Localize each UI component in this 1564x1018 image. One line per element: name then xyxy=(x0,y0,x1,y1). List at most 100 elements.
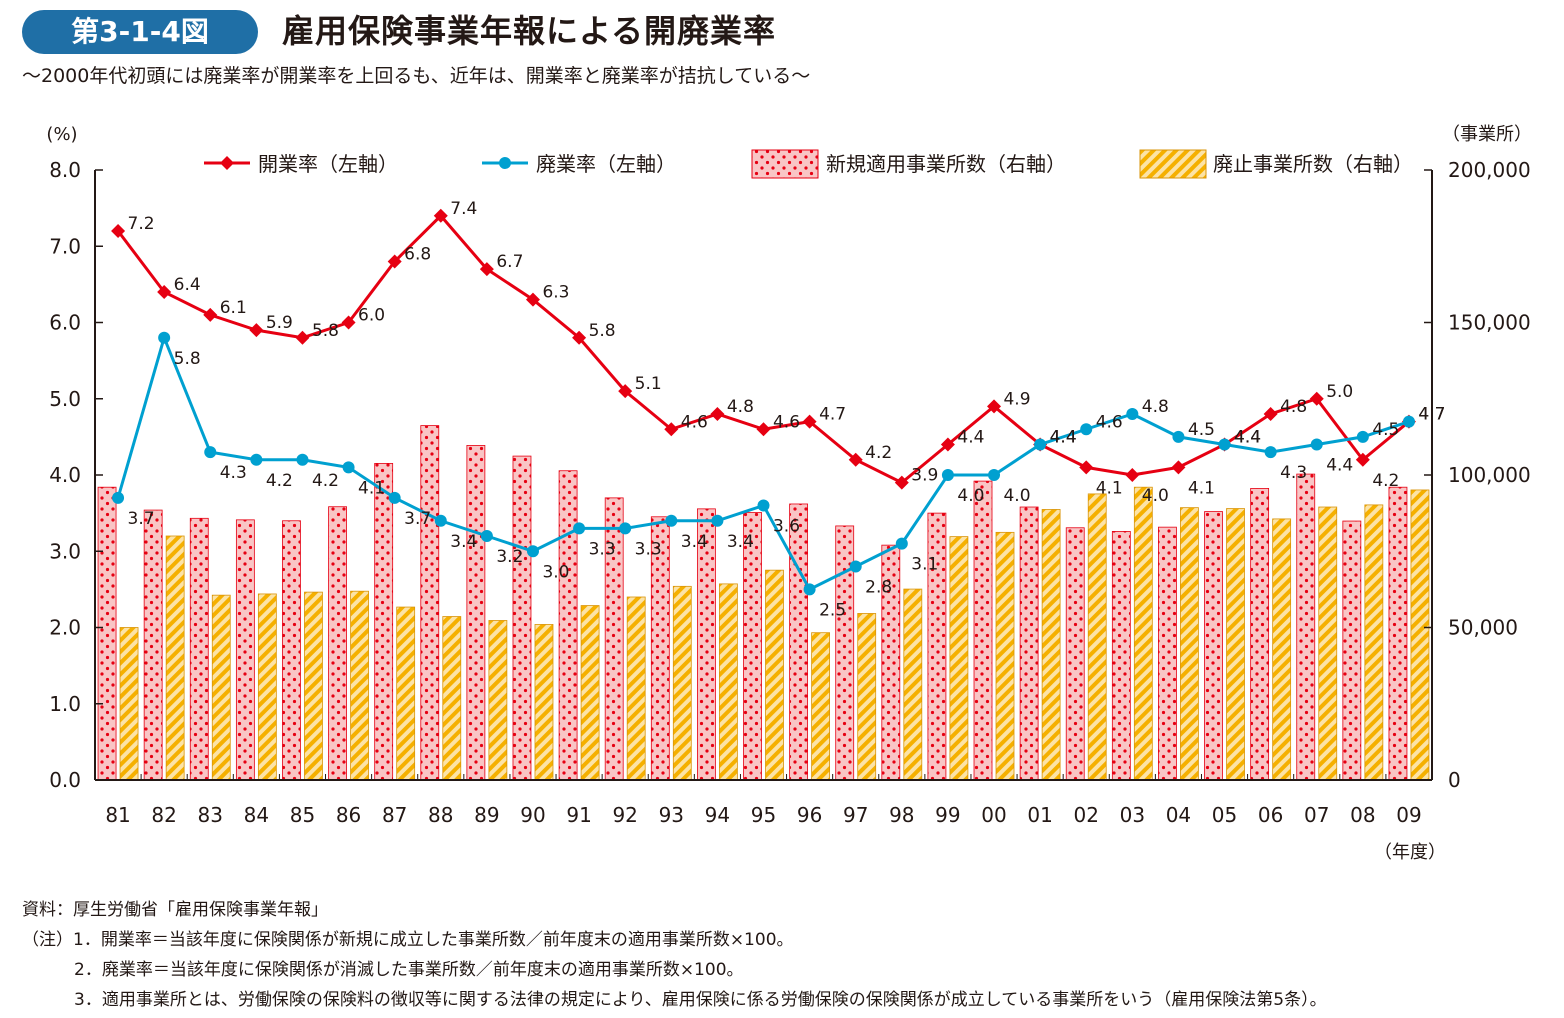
label-opening-rate: 4.1 xyxy=(1188,478,1215,498)
marker-opening-rate xyxy=(479,262,494,277)
bar-new-establishments xyxy=(1388,486,1408,781)
label-opening-rate: 6.1 xyxy=(220,298,247,318)
label-closure-rate: 3.3 xyxy=(589,539,616,559)
marker-closure-rate xyxy=(1080,423,1093,436)
marker-opening-rate xyxy=(157,285,172,299)
bar-new-establishments xyxy=(97,486,117,781)
bar-closed-establishments xyxy=(396,606,416,781)
bar-closed-establishments xyxy=(718,583,738,781)
y-left-tick-label: 7.0 xyxy=(49,234,81,258)
bar-closed-establishments xyxy=(165,535,185,781)
label-opening-rate: 6.0 xyxy=(358,306,385,326)
bar-closed-establishments xyxy=(1180,507,1199,781)
bar-closed-establishments xyxy=(580,605,600,781)
label-opening-rate: 6.7 xyxy=(496,252,523,272)
bar-closed-establishments xyxy=(626,596,646,781)
legend-swatch-closed-establishments xyxy=(1139,149,1207,179)
bar-closed-establishments xyxy=(442,616,462,781)
marker-opening-rate xyxy=(572,330,587,345)
marker-closure-rate xyxy=(665,514,678,527)
marker-closure-rate xyxy=(204,446,217,459)
label-opening-rate: 4.4 xyxy=(957,428,984,448)
label-opening-rate: 4.4 xyxy=(1050,428,1077,448)
x-tick-label: 09 xyxy=(1396,803,1421,827)
label-closure-rate: 3.2 xyxy=(496,547,523,567)
label-closure-rate: 5.8 xyxy=(174,349,201,369)
marker-closure-rate xyxy=(296,453,309,466)
note-1: （注）1．開業率＝当該年度に保険関係が新規に成立した事業所数／前年度末の適用事業… xyxy=(22,930,794,950)
bar-closed-establishments xyxy=(534,624,554,781)
y-left-tick-label: 8.0 xyxy=(49,158,81,182)
marker-opening-rate xyxy=(987,399,1002,414)
label-closure-rate: 4.6 xyxy=(1096,412,1123,432)
marker-opening-rate xyxy=(387,254,402,269)
marker-opening-rate xyxy=(341,315,356,330)
x-tick-label: 00 xyxy=(981,803,1006,827)
label-opening-rate: 6.8 xyxy=(404,245,431,265)
legend-label-closed-establishments: 廃止事業所数（右軸） xyxy=(1213,152,1413,176)
bar-new-establishments xyxy=(143,509,163,781)
marker-opening-rate xyxy=(940,437,955,452)
bar-closed-establishments xyxy=(257,593,277,781)
legend-label-closure-rate: 廃業率（左軸） xyxy=(536,152,676,176)
marker-opening-rate xyxy=(1355,452,1370,467)
bar-new-establishments xyxy=(973,480,993,781)
label-closure-rate: 4.5 xyxy=(1372,420,1399,440)
marker-opening-rate xyxy=(1079,460,1094,475)
marker-opening-rate xyxy=(1171,460,1186,475)
marker-opening-rate xyxy=(1263,407,1278,421)
marker-opening-rate xyxy=(664,422,679,437)
bar-closed-establishments xyxy=(857,613,877,781)
figure-header: 第3-1-4図 雇用保険事業年報による開廃業率 ～2000年代初頭には廃業率が開… xyxy=(0,0,1564,100)
marker-opening-rate xyxy=(894,475,909,490)
label-opening-rate: 4.2 xyxy=(865,443,892,463)
bar-new-establishments xyxy=(466,445,486,781)
label-closure-rate: 3.3 xyxy=(635,539,662,559)
marker-closure-rate xyxy=(573,522,586,535)
marker-opening-rate xyxy=(802,414,817,429)
x-tick-label: 07 xyxy=(1304,803,1329,827)
label-closure-rate: 4.3 xyxy=(220,463,247,483)
x-tick-label: 05 xyxy=(1212,803,1237,827)
label-opening-rate: 5.0 xyxy=(1326,382,1353,402)
x-tick-label: 04 xyxy=(1166,803,1191,827)
bar-new-establishments xyxy=(1204,511,1223,781)
label-opening-rate: 5.8 xyxy=(312,321,339,341)
label-opening-rate: 4.1 xyxy=(1096,478,1123,498)
chart: 7.2 6.4 6.1 5.9 5.8 6.0 6.8 7.4 6.7 6.3 5.8 5.1 4.6 4… xyxy=(46,124,1532,863)
x-tick-label: 99 xyxy=(935,803,960,827)
figure-number-badge: 第3-1-4図 xyxy=(22,10,258,54)
label-closure-rate: 3.6 xyxy=(773,517,800,537)
marker-closure-rate xyxy=(112,491,125,504)
x-tick-label: 85 xyxy=(290,803,315,827)
x-tick-label: 93 xyxy=(659,803,684,827)
bars-layer xyxy=(97,425,1430,781)
x-tick-label: 82 xyxy=(151,803,176,827)
label-closure-rate: 3.1 xyxy=(911,555,938,575)
x-tick-label: 95 xyxy=(751,803,776,827)
figure-subtitle: ～2000年代初頭には廃業率が開業率を上回るも、近年は、開業率と廃業率が拮抗して… xyxy=(22,65,811,87)
x-tick-label: 01 xyxy=(1027,803,1052,827)
label-opening-rate: 7.2 xyxy=(128,214,155,234)
x-tick-label: 96 xyxy=(797,803,822,827)
bar-new-establishments xyxy=(1065,527,1085,781)
label-closure-rate: 4.3 xyxy=(1280,463,1307,483)
y-left-tick-label: 0.0 xyxy=(49,768,81,792)
y-left-tick-label: 2.0 xyxy=(49,616,81,640)
label-closure-rate: 4.1 xyxy=(358,478,385,498)
marker-closure-rate xyxy=(388,491,401,504)
bar-closed-establishments xyxy=(1318,506,1338,781)
label-closure-rate: 4.4 xyxy=(1234,428,1261,448)
note-3: 3．適用事業所とは、労働保険の保険料の徴収等に関する法律の規定により、雇用保険に… xyxy=(74,990,1327,1010)
x-tick-label: 88 xyxy=(428,803,453,827)
marker-closure-rate xyxy=(619,522,632,535)
marker-closure-rate xyxy=(342,461,355,474)
y-right-unit: （事業所） xyxy=(1442,124,1532,145)
bar-new-establishments xyxy=(1250,488,1270,781)
bar-new-establishments xyxy=(1296,473,1316,781)
bar-new-establishments xyxy=(927,512,947,781)
legend-label-new-establishments: 新規適用事業所数（右軸） xyxy=(826,152,1066,176)
label-opening-rate: 4.0 xyxy=(1142,486,1169,506)
x-tick-label: 92 xyxy=(612,803,637,827)
source-note: 資料：厚生労働省「雇用保険事業年報」 xyxy=(22,900,328,920)
